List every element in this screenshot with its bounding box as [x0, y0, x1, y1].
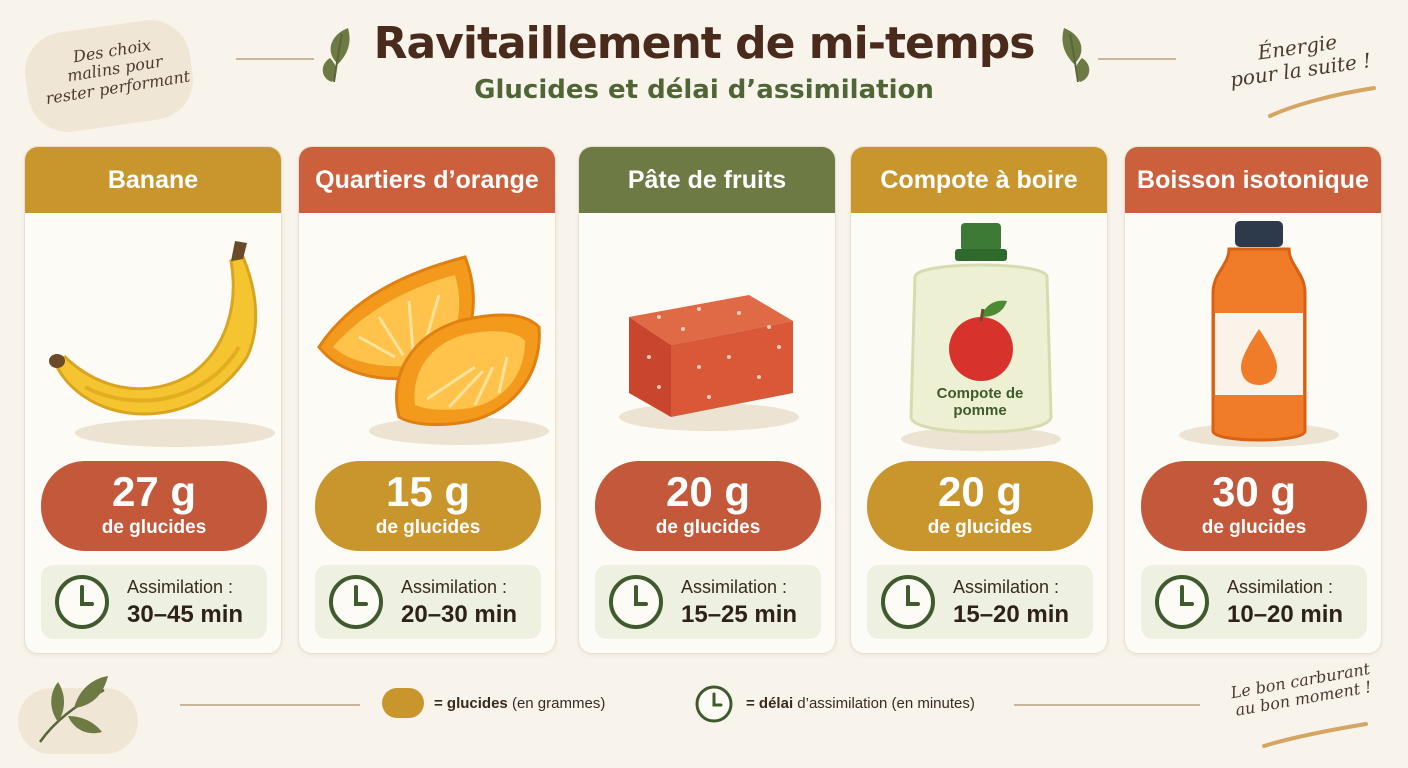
assimilation-box: Assimilation : 30–45 min: [41, 565, 267, 639]
carbs-unit: de glucides: [927, 517, 1033, 538]
pouch-label: Compote de pomme: [936, 385, 1024, 420]
carbs-unit: de glucides: [655, 517, 761, 538]
clock-icon: [881, 575, 935, 629]
title-divider-left: [236, 58, 314, 60]
carbs-badge: 15 g de glucides: [315, 461, 541, 551]
carbs-badge: 27 g de glucides: [41, 461, 267, 551]
legend-divider-left: [180, 704, 360, 706]
carbs-value: 20 g: [665, 468, 751, 515]
clock-icon: [695, 685, 733, 723]
card-title: Boisson isotonique: [1125, 147, 1381, 213]
assimilation-time: 30–45 min: [127, 601, 244, 628]
assimilation-time: 20–30 min: [401, 601, 518, 628]
assimilation-box: Assimilation : 15–20 min: [867, 565, 1093, 639]
food-card: Quartiers d’orange 15 g de glucides Assi…: [298, 146, 556, 654]
food-card: Banane 27 g de glucides Assimilation : 3…: [24, 146, 282, 654]
orange-image: [317, 255, 549, 445]
legend-divider-right: [1014, 704, 1200, 706]
assimilation-time: 10–20 min: [1227, 601, 1344, 628]
clock-icon: [609, 575, 663, 629]
leaf-icon: [322, 28, 350, 83]
underline-stroke: [1268, 86, 1376, 118]
branch-icon: [38, 676, 108, 743]
clock-icon: [1155, 575, 1209, 629]
carbs-unit: de glucides: [375, 517, 481, 538]
fruit-jelly-image: [619, 295, 799, 431]
clock-icon: [55, 575, 109, 629]
carbs-value: 30 g: [1211, 468, 1297, 515]
food-card: Pâte de fruits 20 g de glucides Assimila…: [578, 146, 836, 654]
assimilation-box: Assimilation : 10–20 min: [1141, 565, 1367, 639]
assimilation-box: Assimilation : 15–25 min: [595, 565, 821, 639]
carbs-badge: 20 g de glucides: [595, 461, 821, 551]
carbs-unit: de glucides: [1201, 517, 1307, 538]
header: Ravitaillement de mi-temps Glucides et d…: [0, 18, 1408, 105]
sports-drink-image: [1179, 221, 1339, 447]
carbs-swatch: [382, 688, 424, 718]
page-title: Ravitaillement de mi-temps: [373, 18, 1036, 69]
carbs-badge: 30 g de glucides: [1141, 461, 1367, 551]
assimilation-time: 15–25 min: [681, 601, 798, 628]
card-title: Banane: [25, 147, 281, 213]
card-title: Pâte de fruits: [579, 147, 835, 213]
card-title: Compote à boire: [851, 147, 1107, 213]
assimilation-label: Assimilation :: [681, 577, 788, 597]
food-card: Boisson isotonique 30 g de glucides Assi…: [1124, 146, 1382, 654]
carbs-value: 20 g: [937, 468, 1023, 515]
assimilation-time: 15–20 min: [953, 601, 1070, 628]
clock-icon: [329, 575, 383, 629]
carbs-value: 27 g: [111, 468, 197, 515]
card-title: Quartiers d’orange: [299, 147, 555, 213]
compote-pouch-image: [901, 223, 1061, 451]
legend-time: = délai d’assimilation (en minutes): [746, 695, 975, 712]
food-card: Compote à boire Compote de pomme 20 g de…: [850, 146, 1108, 654]
assimilation-label: Assimilation :: [401, 577, 508, 597]
carbs-value: 15 g: [385, 468, 471, 515]
underline-stroke: [1262, 722, 1368, 748]
page-subtitle: Glucides et délai d’assimilation: [474, 75, 934, 105]
legend: = glucides (en grammes) = délai d’assimi…: [0, 682, 1408, 726]
banana-image: [49, 241, 275, 447]
carbs-badge: 20 g de glucides: [867, 461, 1093, 551]
legend-carbs: = glucides (en grammes): [434, 695, 606, 712]
assimilation-label: Assimilation :: [1227, 577, 1334, 597]
title-divider-right: [1098, 58, 1176, 60]
assimilation-box: Assimilation : 20–30 min: [315, 565, 541, 639]
assimilation-label: Assimilation :: [953, 577, 1060, 597]
leaf-icon: [1062, 28, 1090, 83]
carbs-unit: de glucides: [101, 517, 207, 538]
assimilation-label: Assimilation :: [127, 577, 234, 597]
